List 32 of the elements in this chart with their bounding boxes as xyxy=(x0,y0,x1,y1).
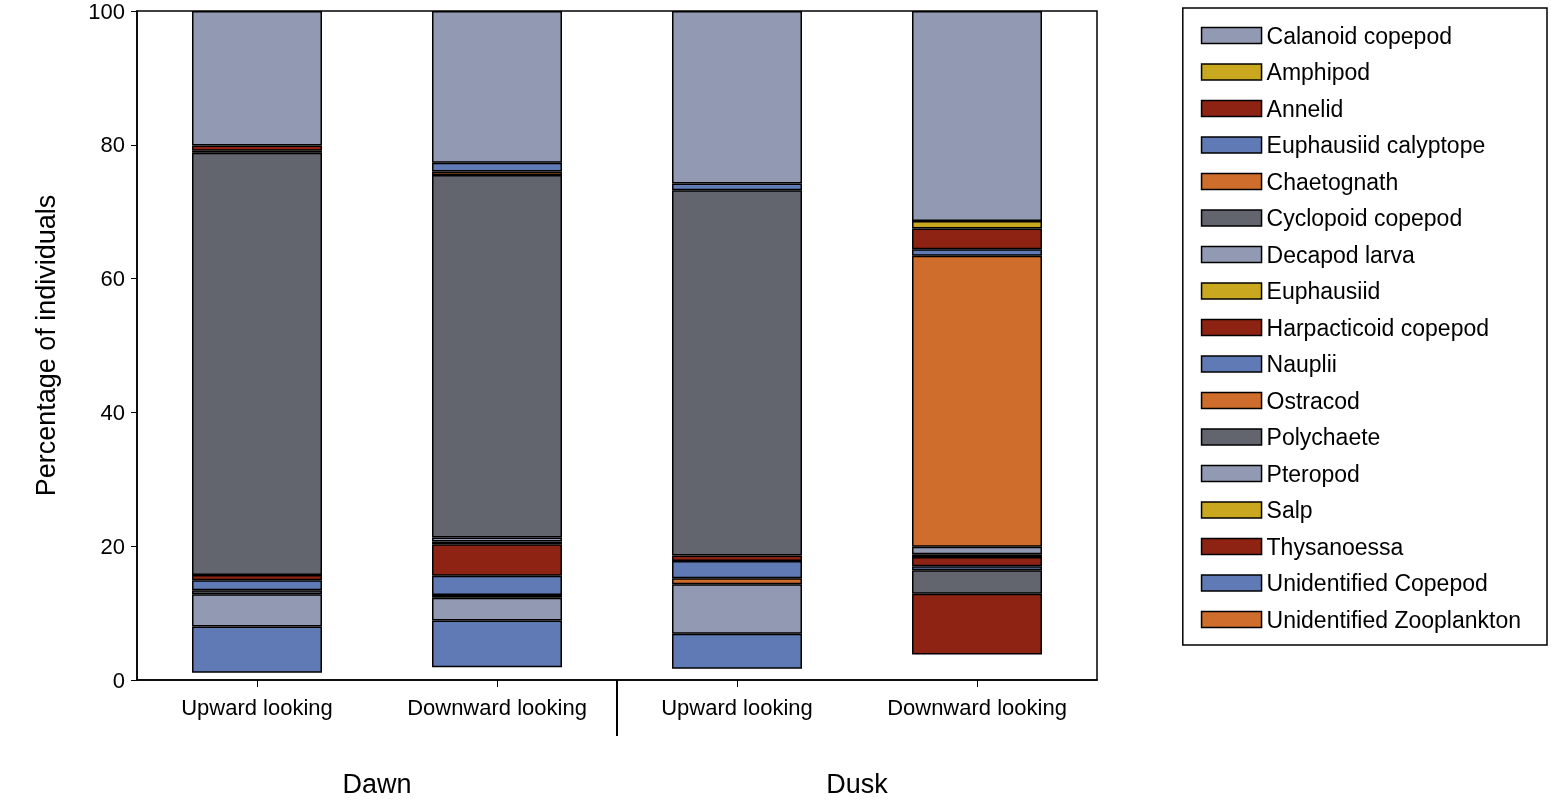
x-tick-label: Upward looking xyxy=(181,694,333,720)
legend-label: Cyclopoid copepod xyxy=(1266,205,1463,231)
text: Dawn xyxy=(342,768,412,799)
legend-label: Amphipod xyxy=(1266,59,1371,85)
x-tick-label: Downward looking xyxy=(887,694,1067,720)
legend-label: Chaetognath xyxy=(1266,168,1399,195)
legend-label: Polychaete xyxy=(1266,424,1381,450)
y-tick-label: 80 xyxy=(100,132,125,158)
bar xyxy=(912,556,1042,567)
y-tick-label: 60 xyxy=(100,266,125,292)
y-tick-label: 20 xyxy=(100,533,125,559)
legend-label: Salp xyxy=(1266,497,1313,523)
legend-label: Thysanoessa xyxy=(1266,533,1404,560)
legend-label: Pteropod xyxy=(1266,460,1360,487)
legend-label: Calanoid copepod xyxy=(1266,22,1452,49)
legend-label: Unidentified Zooplankton xyxy=(1266,606,1521,633)
y-axis-title: Percentage of individuals xyxy=(30,194,61,497)
legend-label: Decapod larva xyxy=(1266,241,1416,268)
legend-label: Nauplii xyxy=(1266,351,1337,377)
legend-label: Annelid xyxy=(1266,95,1344,122)
x-tick-label: Upward looking xyxy=(661,694,813,720)
legend-label: Euphausiid xyxy=(1266,278,1381,304)
y-tick-label: 0 xyxy=(112,667,125,693)
legend-label: Euphausiid calyptope xyxy=(1266,132,1486,158)
legend-label: Ostracod xyxy=(1266,387,1360,414)
bar xyxy=(432,174,562,538)
x-tick-label: Downward looking xyxy=(407,694,587,720)
legend-label: Unidentified Copepod xyxy=(1266,570,1488,596)
text: Dusk xyxy=(826,768,889,799)
y-tick-label: 40 xyxy=(100,399,125,425)
legend-label: Harpacticoid copepod xyxy=(1266,314,1490,341)
y-tick-label: 100 xyxy=(88,0,125,24)
